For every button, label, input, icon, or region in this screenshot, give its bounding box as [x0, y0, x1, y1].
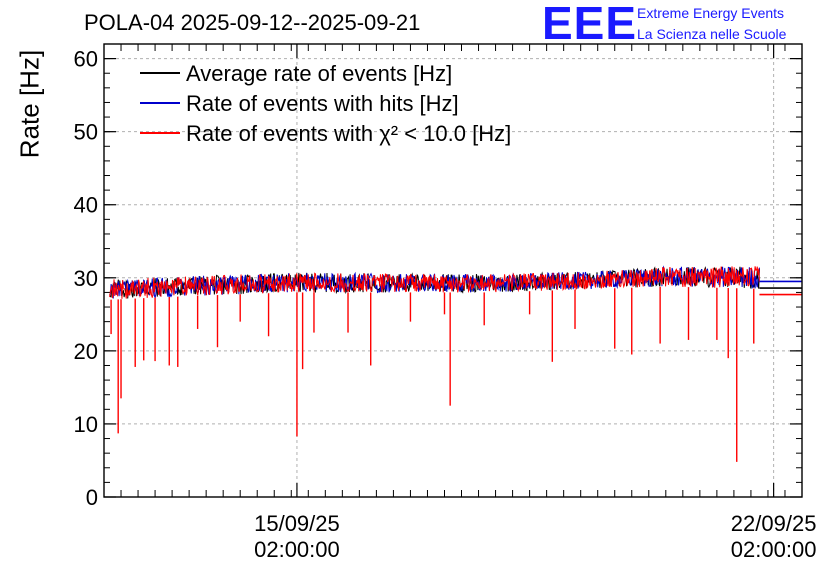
- y-tick-label: 30: [74, 266, 98, 291]
- series-line-3: [109, 266, 760, 299]
- legend-label-3: Rate of events with χ² < 10.0 [Hz]: [186, 121, 511, 146]
- legend-label-2: Rate of events with hits [Hz]: [186, 91, 459, 116]
- x-tick-date-label: 15/09/25: [254, 511, 340, 536]
- plot-frame: [103, 43, 803, 498]
- logo-text-line2: La Scienza nelle Scuole: [637, 26, 787, 42]
- y-tick-label: 60: [74, 47, 98, 72]
- y-tick-label: 50: [74, 120, 98, 145]
- x-tick-time-label: 02:00:00: [731, 537, 817, 562]
- y-tick-label: 10: [74, 412, 98, 437]
- logo-text-line1: Extreme Energy Events: [637, 5, 785, 21]
- y-tick-label: 40: [74, 193, 98, 218]
- legend-label-1: Average rate of events [Hz]: [186, 61, 452, 86]
- eee-logo-mark: EEE: [542, 0, 638, 49]
- y-tick-label: 20: [74, 339, 98, 364]
- x-tick-date-label: 22/09/25: [731, 511, 817, 536]
- x-tick-time-label: 02:00:00: [254, 537, 340, 562]
- chart-title: POLA-04 2025-09-12--2025-09-21: [84, 10, 421, 35]
- y-tick-label: 0: [86, 485, 98, 510]
